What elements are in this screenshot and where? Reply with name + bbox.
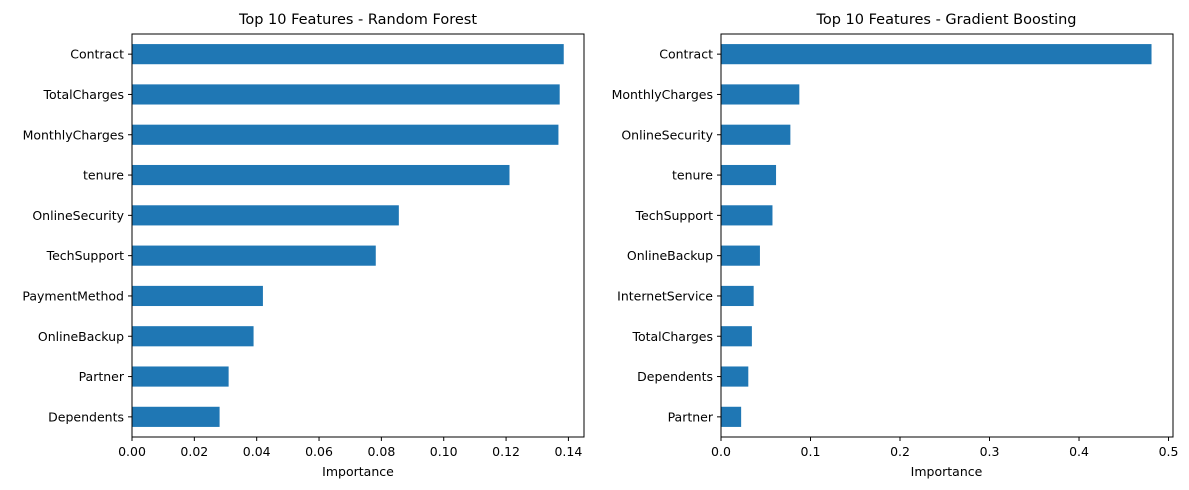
- x-tick-label: 0.10: [430, 444, 458, 459]
- bar: [132, 326, 254, 347]
- bar: [721, 164, 777, 186]
- bar: [132, 366, 229, 387]
- x-tick-label: 0.3: [980, 444, 1000, 459]
- bar: [721, 406, 742, 427]
- bar: [721, 44, 1152, 65]
- y-tick-label: Partner: [79, 369, 125, 384]
- y-tick-label: tenure: [672, 168, 713, 183]
- y-tick-label: TechSupport: [635, 208, 714, 223]
- axes-frame: [720, 33, 1174, 438]
- x-tick-label: 0.4: [1069, 444, 1089, 459]
- y-tick-label: tenure: [83, 168, 124, 183]
- x-tick-label: 0.1: [801, 444, 821, 459]
- y-tick-label: OnlineSecurity: [32, 208, 124, 223]
- axes-frame: [131, 33, 585, 438]
- y-tick-label: InternetService: [617, 288, 713, 303]
- y-tick-label: Dependents: [637, 369, 713, 384]
- bar: [721, 326, 752, 347]
- bar: [721, 285, 754, 307]
- bar: [721, 245, 760, 266]
- bar: [132, 84, 560, 105]
- chart-gradient-boosting: Top 10 Features - Gradient Boosting Impo…: [612, 12, 1179, 479]
- x-tick-label: 0.2: [890, 444, 910, 459]
- bar: [132, 406, 220, 427]
- bar: [132, 44, 564, 65]
- bar: [721, 366, 749, 387]
- y-tick-label: MonthlyCharges: [612, 87, 713, 102]
- x-tick-label: 0.14: [554, 444, 582, 459]
- y-tick-label: Contract: [659, 47, 713, 62]
- y-tick-label: MonthlyCharges: [23, 127, 124, 142]
- x-tick-label: 0.12: [492, 444, 520, 459]
- x-axis-label: Importance: [322, 464, 394, 479]
- x-tick-label: 0.04: [243, 444, 271, 459]
- x-tick-label: 0.02: [180, 444, 208, 459]
- y-tick-label: Dependents: [48, 409, 124, 424]
- y-tick-label: OnlineBackup: [627, 248, 713, 263]
- bar: [721, 124, 791, 145]
- y-tick-label: TotalCharges: [631, 329, 713, 344]
- bar: [132, 285, 263, 307]
- chart-title: Top 10 Features - Gradient Boosting: [815, 12, 1076, 28]
- bar: [132, 164, 510, 186]
- y-tick-label: TotalCharges: [42, 87, 124, 102]
- x-tick-label: 0.00: [118, 444, 146, 459]
- y-tick-label: PaymentMethod: [22, 288, 124, 303]
- bar: [132, 205, 399, 226]
- y-tick-label: TechSupport: [46, 248, 125, 263]
- y-tick-label: OnlineSecurity: [621, 127, 713, 142]
- bar: [721, 205, 773, 226]
- x-axis-label: Importance: [911, 464, 983, 479]
- chart-title: Top 10 Features - Random Forest: [238, 12, 477, 28]
- bar: [132, 245, 376, 266]
- chart-random-forest: Top 10 Features - Random Forest Importan…: [22, 12, 585, 479]
- y-tick-label: OnlineBackup: [38, 329, 124, 344]
- bar: [132, 124, 559, 145]
- x-tick-label: 0.0: [711, 444, 731, 459]
- bar: [721, 84, 800, 105]
- y-tick-label: Partner: [668, 409, 714, 424]
- x-tick-label: 0.5: [1159, 444, 1179, 459]
- y-tick-label: Contract: [70, 47, 124, 62]
- x-tick-label: 0.06: [305, 444, 333, 459]
- x-tick-label: 0.08: [367, 444, 395, 459]
